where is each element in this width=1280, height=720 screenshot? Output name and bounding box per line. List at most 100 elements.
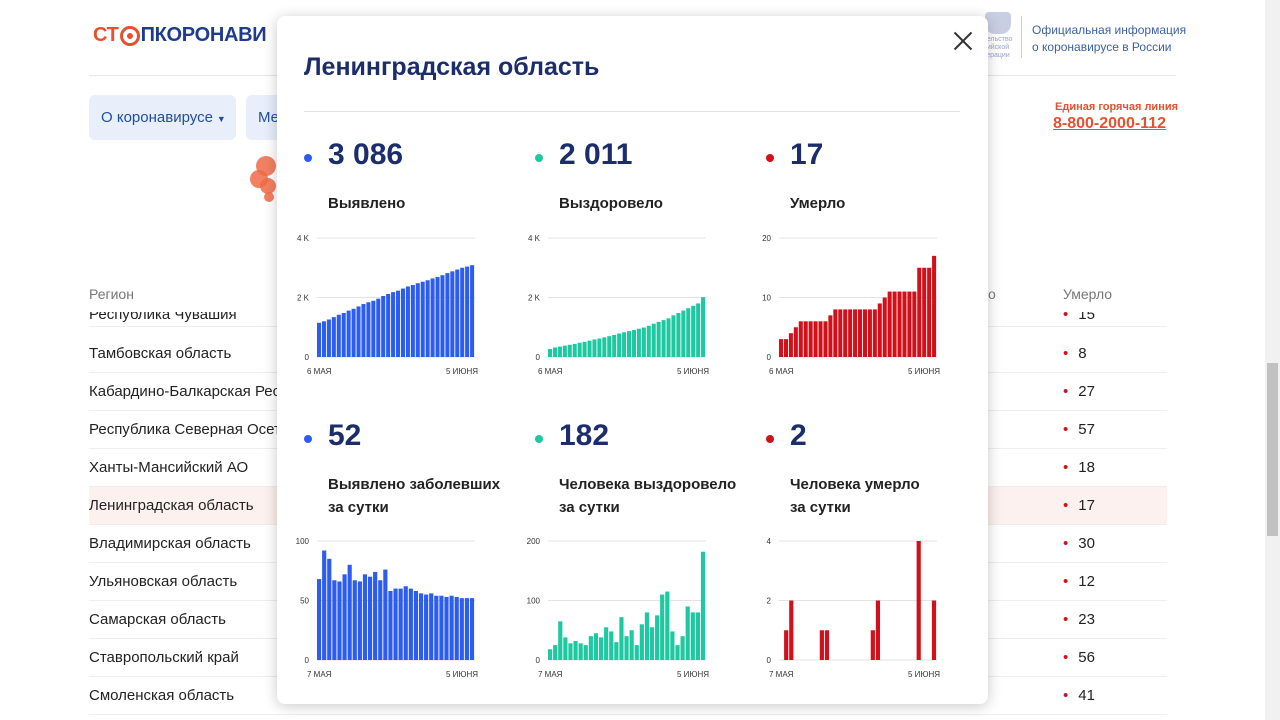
- bar: [568, 643, 573, 660]
- column-header-region[interactable]: Регион: [89, 286, 134, 302]
- nav-about-coronavirus[interactable]: О коронавирусе ▼: [89, 95, 236, 140]
- bar: [440, 275, 445, 357]
- series-dot-icon: [304, 435, 312, 443]
- stat-value: 17: [790, 138, 824, 171]
- region-deaths: 41: [1063, 687, 1095, 704]
- y-tick-label: 0: [536, 656, 541, 665]
- bar: [558, 621, 563, 660]
- y-tick-label: 0: [305, 353, 310, 362]
- bar: [843, 309, 848, 357]
- modal-divider: [304, 111, 960, 112]
- close-icon[interactable]: [951, 29, 975, 53]
- bar: [381, 296, 386, 357]
- bar: [636, 328, 641, 357]
- x-tick-label-end: 5 ИЮНЯ: [908, 670, 940, 679]
- region-deaths: 56: [1063, 649, 1095, 666]
- bar: [671, 315, 676, 357]
- region-name: Ханты-Мансийский АО: [89, 459, 249, 476]
- region-name: Ставропольский край: [89, 649, 239, 666]
- x-tick-label-start: 7 МАЯ: [769, 670, 794, 679]
- bar: [567, 344, 572, 357]
- y-tick-label: 100: [296, 537, 310, 546]
- bar: [685, 606, 690, 660]
- bar: [695, 612, 700, 660]
- region-name: Владимирская область: [89, 535, 251, 552]
- bar: [813, 321, 818, 357]
- bar: [552, 347, 557, 357]
- bar: [410, 285, 415, 357]
- bar: [848, 309, 853, 357]
- bar: [357, 581, 362, 660]
- daily-chart: 0 50 100 7 МАЯ 5 ИЮНЯ: [296, 531, 483, 683]
- bar: [356, 306, 361, 357]
- region-deaths: 15: [1063, 312, 1095, 323]
- page-scrollbar[interactable]: [1265, 0, 1280, 720]
- bar: [867, 309, 872, 357]
- chart-svg: 0 2 K 4 K 6 МАЯ 5 ИЮНЯ: [297, 234, 478, 376]
- y-tick-label: 50: [300, 597, 309, 606]
- bar: [788, 333, 793, 357]
- bar: [700, 551, 706, 660]
- bar: [602, 337, 607, 357]
- bar: [317, 579, 322, 660]
- bar: [779, 339, 784, 357]
- bar: [877, 303, 882, 357]
- bar: [853, 309, 858, 357]
- bar: [696, 303, 701, 357]
- bar: [346, 310, 351, 357]
- bar: [922, 267, 927, 357]
- modal-title: Ленинградская область: [304, 53, 600, 81]
- bar: [617, 333, 622, 357]
- bar: [578, 643, 583, 660]
- bar: [337, 581, 342, 660]
- bar: [838, 309, 843, 357]
- government-emblem[interactable]: тельство ийской ерации: [982, 12, 1014, 59]
- region-deaths: 30: [1063, 535, 1095, 552]
- bar: [415, 283, 420, 357]
- column-header-deaths[interactable]: Умерло: [1063, 286, 1113, 302]
- bar: [858, 309, 863, 357]
- region-name: Республика Северная Осет: [89, 421, 281, 438]
- y-tick-label: 2 K: [297, 294, 310, 303]
- bar: [927, 267, 932, 357]
- region-deaths: 17: [1063, 497, 1095, 514]
- bar: [808, 321, 813, 357]
- bar: [644, 612, 650, 660]
- hotline-number[interactable]: 8-800-2000-112: [1053, 115, 1166, 132]
- bar: [686, 308, 691, 357]
- stat-value: 2: [790, 419, 807, 452]
- bar: [408, 588, 413, 660]
- x-tick-label-start: 7 МАЯ: [538, 670, 563, 679]
- bar: [597, 338, 602, 357]
- stat-label: Человека умерло за сутки: [790, 476, 920, 516]
- bar: [646, 325, 651, 357]
- bar: [641, 327, 646, 357]
- bar: [681, 310, 686, 357]
- stat-label: Человека выздоровело за сутки: [559, 476, 737, 516]
- hotline-label: Единая горячая линия: [1055, 101, 1179, 113]
- bar: [413, 590, 419, 660]
- bar: [661, 320, 666, 357]
- column-header-partial[interactable]: о: [988, 286, 996, 302]
- bar: [553, 645, 558, 660]
- bar: [459, 598, 464, 660]
- stat-label: Умерло: [790, 195, 846, 212]
- site-logo[interactable]: СТ ПКОРОНАВИ: [93, 24, 267, 47]
- bar: [931, 600, 937, 660]
- x-tick-label-start: 7 МАЯ: [307, 670, 332, 679]
- scrollbar-thumb[interactable]: [1267, 363, 1278, 536]
- bar: [624, 636, 629, 660]
- region-name: Республика Чувашия: [89, 306, 237, 323]
- bar: [892, 291, 897, 357]
- bar: [577, 342, 582, 357]
- bar: [651, 323, 656, 357]
- bar: [465, 266, 470, 357]
- bar: [455, 269, 460, 357]
- bar: [619, 617, 624, 660]
- bar: [691, 305, 696, 357]
- chart-svg: 0 100 200 7 МАЯ 5 ИЮНЯ: [527, 537, 710, 679]
- bar: [386, 293, 391, 357]
- official-info-link[interactable]: Официальная информация о коронавирусе в …: [1032, 22, 1186, 56]
- bar: [557, 346, 562, 357]
- table-row[interactable]: Смоленская область 41: [89, 677, 1167, 715]
